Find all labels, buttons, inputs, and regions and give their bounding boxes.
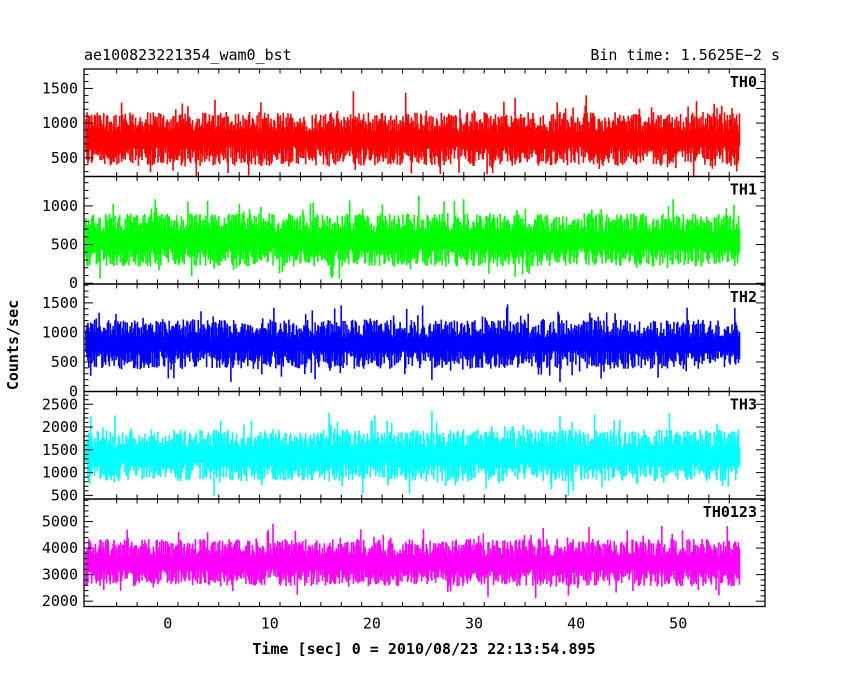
series-core-th2 — [86, 337, 740, 351]
series-core-th0 — [86, 131, 740, 147]
series-label-th2: TH2 — [730, 288, 757, 306]
panel-th1: 0 500 1000 TH1 — [42, 175, 766, 292]
y-tick-label: 1000 — [42, 464, 78, 482]
y-tick-label: 500 — [51, 236, 78, 254]
y-tick-label: 2000 — [42, 418, 78, 436]
series-label-th1: TH1 — [730, 181, 757, 199]
y-tick-label: 3000 — [42, 566, 78, 584]
x-tick-label: 10 — [261, 615, 279, 633]
y-tick-label: 1500 — [42, 79, 78, 97]
panel-th2: 0 500 1000 1500 TH2 — [42, 283, 766, 401]
y-tick-label: 500 — [51, 486, 78, 504]
bin-time-label: Bin time: 1.5625E−2 s — [590, 46, 780, 64]
series-label-th3: TH3 — [730, 396, 757, 414]
x-tick-label: 0 — [163, 615, 172, 633]
x-axis: 0 10 20 30 40 50 — [163, 615, 687, 633]
y-tick-label: 2500 — [42, 395, 78, 413]
panel-th3: 500 1000 1500 2000 2500 TH3 — [42, 390, 766, 504]
x-axis-label: Time [sec] 0 = 2010/08/23 22:13:54.895 — [252, 640, 595, 658]
panel-frame — [83, 498, 766, 608]
y-tick-label: 1000 — [42, 323, 78, 341]
y-tick-label: 1500 — [42, 294, 78, 312]
x-tick-label: 40 — [567, 615, 585, 633]
series-label-th0: TH0 — [730, 73, 757, 91]
series-label-th0123: TH0123 — [703, 503, 757, 521]
y-tick-label: 0 — [69, 383, 78, 401]
x-tick-label: 20 — [363, 615, 381, 633]
y-tick-label: 500 — [51, 353, 78, 371]
y-tick-label: 500 — [51, 149, 78, 167]
x-tick-label: 50 — [669, 615, 687, 633]
y-tick-label: 4000 — [42, 539, 78, 557]
y-tick-label: 1000 — [42, 197, 78, 215]
x-tick-label: 30 — [465, 615, 483, 633]
series-core-th3 — [86, 448, 740, 463]
y-tick-label: 2000 — [42, 592, 78, 610]
y-tick-label: 5000 — [42, 513, 78, 531]
y-axis-label: Counts/sec — [4, 300, 22, 390]
panels-group: 500 1000 1500 TH0 0 500 1000 TH1 0 500 1000 1500 TH2… — [42, 68, 766, 610]
chart-title: ae100823221354_wam0_bst — [84, 46, 292, 64]
y-tick-label: 1000 — [42, 114, 78, 132]
series-core-th0123 — [86, 556, 740, 570]
series-core-th1 — [86, 232, 740, 248]
panel-th0123: 2000 3000 4000 5000 TH0123 — [42, 498, 766, 610]
y-tick-label: 1500 — [42, 441, 78, 459]
panel-th0: 500 1000 1500 TH0 — [42, 68, 766, 178]
y-tick-label: 0 — [69, 274, 78, 292]
